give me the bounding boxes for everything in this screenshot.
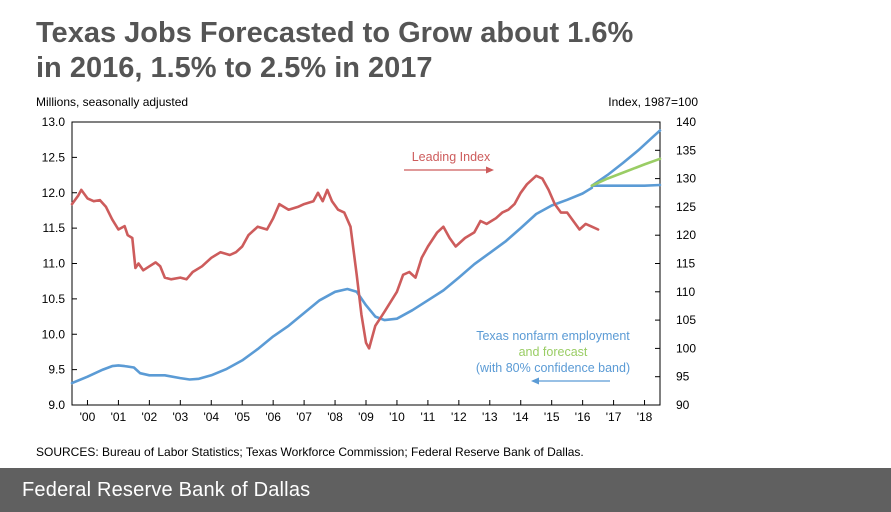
x-tick-label: '07: [296, 410, 312, 424]
employment-annotation-line-1: Texas nonfarm employment: [476, 329, 630, 343]
right-axis-label: Index, 1987=100: [608, 95, 698, 109]
right-tick-label: 140: [676, 115, 696, 129]
forecast-line: [590, 157, 662, 187]
x-tick-label: '12: [451, 410, 467, 424]
forecast-lower-band-line: [590, 183, 662, 187]
right-tick-label: 110: [676, 285, 695, 299]
x-tick-label: '00: [80, 410, 96, 424]
x-tick-label: '15: [544, 410, 560, 424]
x-tick-label: '06: [265, 410, 281, 424]
x-tick-label: '18: [637, 410, 653, 424]
x-tick-label: '08: [327, 410, 343, 424]
employment-annotation-line-2: and forecast: [519, 345, 588, 359]
left-axis-label: Millions, seasonally adjusted: [36, 95, 189, 109]
x-tick-label: '09: [358, 410, 374, 424]
right-tick-label: 130: [676, 172, 696, 186]
x-tick-label: '04: [203, 410, 219, 424]
right-tick-label: 115: [676, 257, 695, 271]
employment-annotation-line-3: (with 80% confidence band): [476, 361, 630, 375]
x-tick-label: '01: [111, 410, 127, 424]
x-tick-label: '11: [421, 410, 436, 424]
left-tick-label: 12.5: [42, 150, 66, 164]
x-tick-label: '13: [482, 410, 498, 424]
chart-title: Texas Jobs Forecasted to Grow about 1.6%…: [36, 16, 856, 86]
right-tick-label: 105: [676, 313, 696, 327]
chart-title-line-2: in 2016, 1.5% to 2.5% in 2017: [36, 52, 433, 84]
forecast-upper-band-line: [590, 129, 662, 187]
chart-svg: 9.0 9.5 10.0 10.5 11.0 11.5 12.0 12.5 13.0 90 95 10…: [42, 115, 697, 424]
sources-note: SOURCES: Bureau of Labor Statistics; Tex…: [36, 445, 584, 459]
employment-line: [70, 186, 594, 385]
left-tick-label: 10.0: [42, 327, 66, 341]
x-tick-label: '16: [575, 410, 591, 424]
left-tick-label: 9.0: [48, 398, 65, 412]
right-tick-label: 120: [676, 228, 696, 242]
left-tick-label: 11.0: [43, 257, 66, 271]
leading-index-annotation: Leading Index: [412, 150, 491, 164]
right-tick-label: 135: [676, 143, 696, 157]
x-tick-label: '14: [513, 410, 529, 424]
footer-brand: Federal Reserve Bank of Dallas: [22, 479, 311, 501]
leading-index-line: [70, 174, 600, 350]
left-tick-label: 9.5: [48, 363, 65, 377]
left-tick-label: 12.0: [42, 186, 66, 200]
employment-arrowhead: [531, 377, 539, 385]
x-tick-label: '05: [234, 410, 250, 424]
x-tick-label: '17: [606, 410, 622, 424]
chart-title-line-1: Texas Jobs Forecasted to Grow about 1.6%: [36, 17, 634, 49]
left-tick-label: 13.0: [42, 115, 66, 129]
footer-bar: Federal Reserve Bank of Dallas: [0, 468, 891, 512]
x-tick-label: '10: [389, 410, 405, 424]
right-tick-label: 125: [676, 200, 696, 214]
x-tick-label: '03: [172, 410, 188, 424]
right-tick-label: 90: [676, 398, 690, 412]
left-tick-label: 10.5: [42, 292, 66, 306]
left-tick-label: 11.5: [43, 221, 66, 235]
x-tick-label: '02: [142, 410, 158, 424]
leading-index-arrowhead: [486, 166, 494, 174]
right-tick-label: 100: [676, 341, 696, 355]
right-tick-label: 95: [676, 370, 690, 384]
